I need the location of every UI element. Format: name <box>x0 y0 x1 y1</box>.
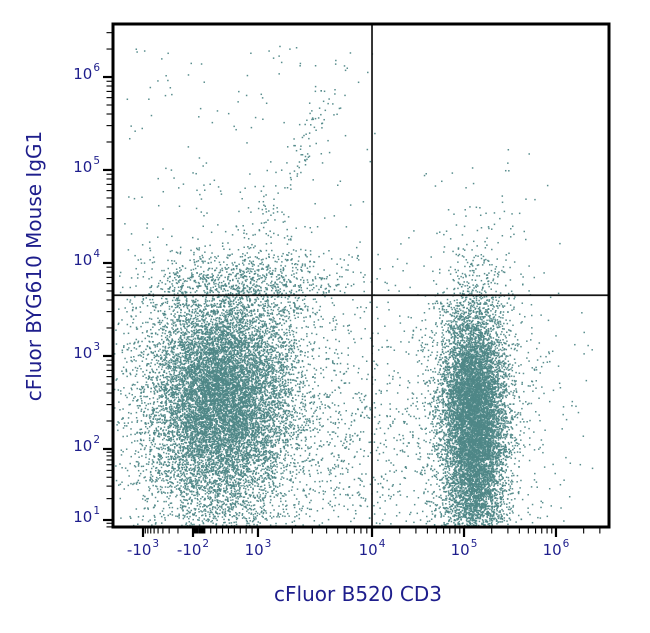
scatter-plot-canvas <box>0 0 650 633</box>
flow-cytometry-dot-plot: cFluor B520 CD3 cFluor BYG610 Mouse IgG1… <box>0 0 650 633</box>
